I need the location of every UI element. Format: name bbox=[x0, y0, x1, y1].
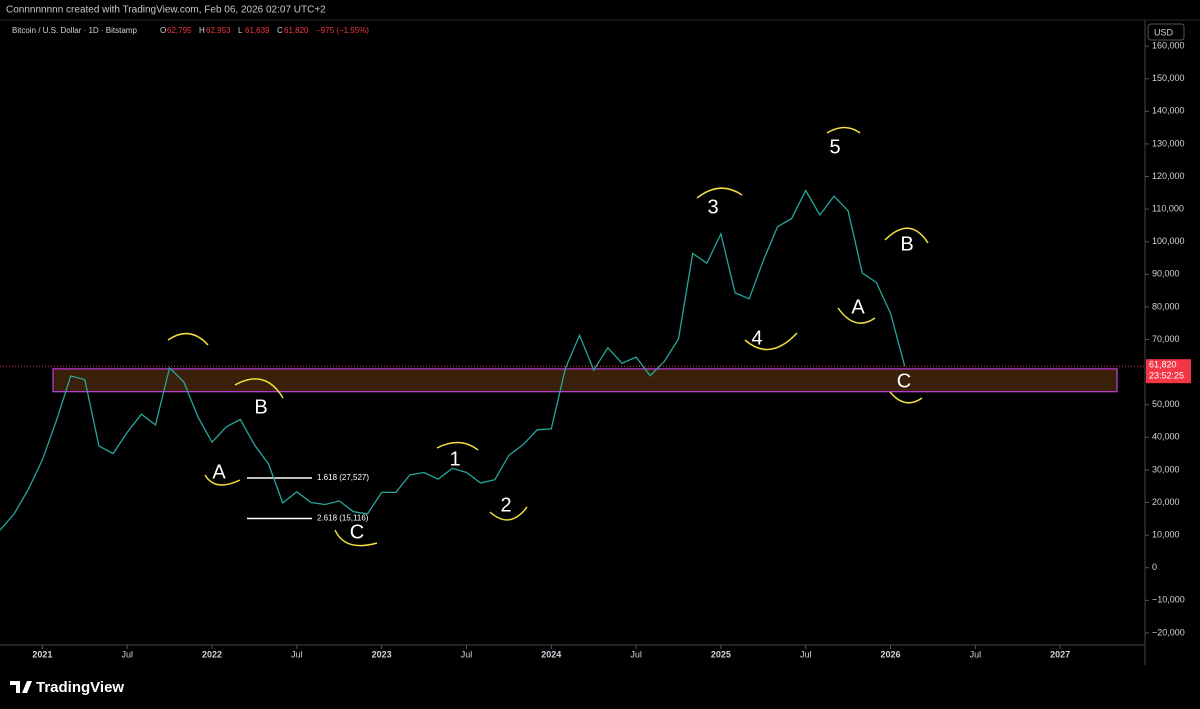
y-tick-label: 160,000 bbox=[1152, 40, 1185, 50]
y-tick-label: −10,000 bbox=[1152, 595, 1185, 605]
arc bbox=[826, 126, 861, 134]
ohlc-key: C bbox=[277, 26, 283, 35]
y-tick-label: 120,000 bbox=[1152, 171, 1185, 181]
x-tick-label: Jul bbox=[630, 649, 642, 659]
credit: Connnnnnnn created with TradingView.com,… bbox=[6, 5, 326, 16]
ohlc-key: H bbox=[199, 26, 205, 35]
ohlc: O 62,795 H 62,953 L 61,639 C 61,820 −975 (−1.55%… bbox=[160, 26, 369, 35]
y-tick-label: 150,000 bbox=[1152, 73, 1185, 83]
annotation-arcs bbox=[167, 126, 929, 547]
last-price-label: 61,820 bbox=[1149, 360, 1177, 370]
last-price-box bbox=[1146, 359, 1191, 384]
wave-label: 5 bbox=[829, 136, 840, 158]
price-line bbox=[0, 189, 906, 531]
ohlc-value: 61,639 bbox=[245, 26, 270, 35]
y-tick-label: 80,000 bbox=[1152, 301, 1180, 311]
y-tick-label: 130,000 bbox=[1152, 138, 1185, 148]
brand-logo bbox=[10, 681, 32, 693]
x-tick-label: Jul bbox=[461, 649, 473, 659]
x-tick-label: Jul bbox=[800, 649, 812, 659]
arc bbox=[744, 332, 798, 351]
y-tick-label: −20,000 bbox=[1152, 627, 1185, 637]
arc bbox=[204, 474, 241, 486]
arc bbox=[696, 187, 743, 199]
x-tick-label: Jul bbox=[291, 649, 303, 659]
y-tick-label: 70,000 bbox=[1152, 334, 1180, 344]
y-tick-label: 40,000 bbox=[1152, 432, 1180, 442]
y-tick-label: 110,000 bbox=[1152, 204, 1184, 214]
x-tick-label: 2025 bbox=[711, 649, 731, 659]
y-tick-label: 20,000 bbox=[1152, 497, 1180, 507]
y-tick-label: 30,000 bbox=[1152, 464, 1180, 474]
arc bbox=[837, 307, 876, 324]
fib-label: 1.618 (27,527) bbox=[317, 473, 369, 482]
y-tick-label: 140,000 bbox=[1152, 106, 1185, 116]
wave-label: C bbox=[350, 521, 364, 543]
arc bbox=[889, 391, 923, 404]
y-tick-label: 50,000 bbox=[1152, 399, 1180, 409]
x-tick-label: 2021 bbox=[32, 649, 52, 659]
plot: 1.618 (27,527) 2.618 (15,116) bbox=[0, 189, 1145, 531]
wave-labels: A B C 1 2 3 4 5 A B C bbox=[212, 136, 913, 543]
y-tick-label: 0 bbox=[1152, 562, 1157, 572]
countdown: 23:52:25 bbox=[1149, 371, 1184, 381]
currency: USD bbox=[1154, 27, 1174, 37]
currency-box bbox=[1147, 23, 1185, 41]
arc bbox=[884, 227, 929, 244]
ohlc-value: 62,795 bbox=[167, 26, 192, 35]
x-tick-label: Jul bbox=[970, 649, 982, 659]
arc bbox=[436, 441, 479, 451]
wave-label: 2 bbox=[500, 494, 511, 516]
wave-label: 4 bbox=[751, 327, 762, 349]
wave-label: A bbox=[851, 296, 865, 318]
arc bbox=[234, 378, 284, 399]
symbol: Bitcoin / U.S. Dollar · 1D · Bitstamp bbox=[12, 26, 137, 35]
wave-label: C bbox=[897, 370, 911, 392]
x-tick-label: 2027 bbox=[1050, 649, 1070, 659]
ohlc-key: O bbox=[160, 26, 166, 35]
y-tick-label: 10,000 bbox=[1152, 530, 1180, 540]
arc bbox=[167, 332, 209, 346]
wave-label: A bbox=[212, 461, 226, 483]
arc bbox=[334, 529, 378, 547]
arc bbox=[489, 506, 528, 521]
y-tick-label: 90,000 bbox=[1152, 269, 1180, 279]
x-tick-label: 2022 bbox=[202, 649, 222, 659]
change: −975 (−1.55%) bbox=[316, 26, 369, 35]
x-tick-label: 2023 bbox=[372, 649, 392, 659]
wave-label: B bbox=[254, 396, 267, 418]
x-tick-label: 2026 bbox=[881, 649, 901, 659]
wave-label: 1 bbox=[449, 448, 460, 470]
ohlc-value: 62,953 bbox=[206, 26, 231, 35]
wave-label: B bbox=[900, 233, 913, 255]
fib-label: 2.618 (15,116) bbox=[317, 514, 369, 523]
y-tick-label: 100,000 bbox=[1152, 236, 1185, 246]
wave-label: 3 bbox=[707, 196, 718, 218]
ohlc-key: L bbox=[238, 26, 243, 35]
brand: TradingView bbox=[36, 679, 124, 696]
ohlc-value: 61,820 bbox=[284, 26, 309, 35]
support-zone bbox=[52, 368, 1118, 393]
x-tick-label: 2024 bbox=[541, 649, 561, 659]
x-tick-label: Jul bbox=[121, 649, 133, 659]
